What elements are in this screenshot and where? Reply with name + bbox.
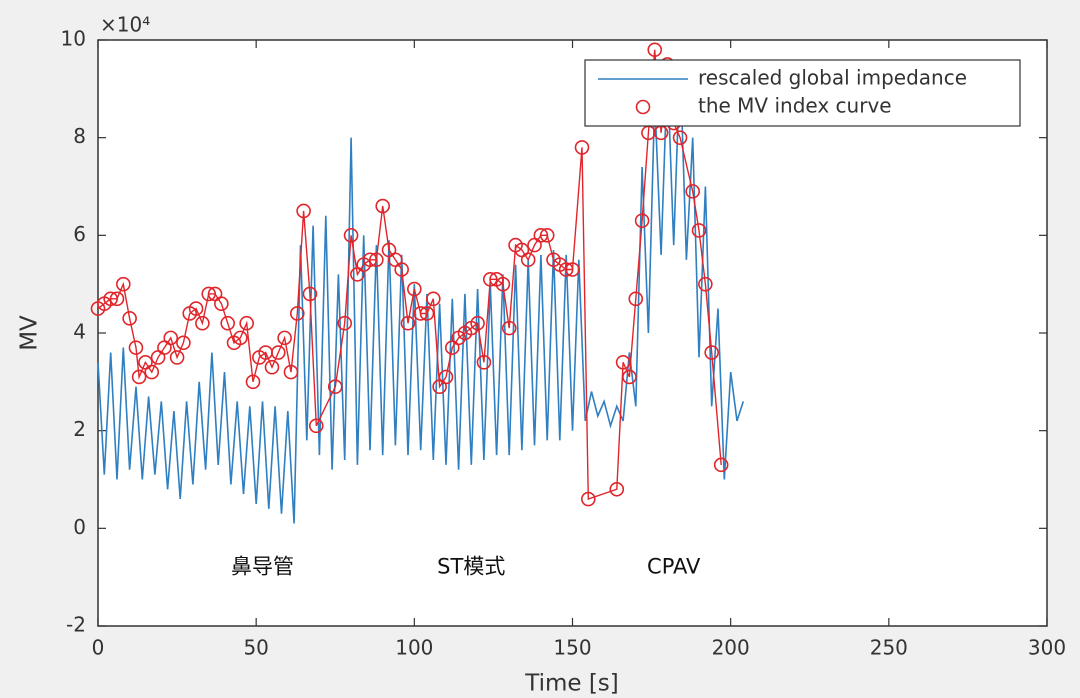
series-marker bbox=[501, 320, 517, 336]
legend-label: rescaled global impedance bbox=[698, 66, 967, 90]
series-marker bbox=[201, 286, 217, 302]
series-marker bbox=[539, 228, 555, 243]
series-marker bbox=[277, 330, 292, 346]
series-marker bbox=[672, 130, 688, 145]
series-marker bbox=[574, 140, 590, 155]
series-marker bbox=[271, 345, 286, 360]
series-marker bbox=[343, 228, 359, 243]
series-marker bbox=[144, 364, 160, 380]
y-tick-label: 8 bbox=[73, 124, 86, 148]
series-marker bbox=[426, 291, 441, 307]
series-marker bbox=[214, 296, 229, 312]
series-marker bbox=[283, 364, 299, 380]
series-marker bbox=[565, 262, 580, 277]
series-marker bbox=[103, 291, 118, 307]
series-marker bbox=[128, 340, 144, 355]
series-marker bbox=[195, 315, 210, 331]
series-marker bbox=[239, 315, 254, 331]
x-tick-label: 200 bbox=[712, 636, 750, 660]
series-marker bbox=[533, 228, 549, 243]
y-axis-label: MV bbox=[17, 315, 43, 351]
series-marker bbox=[413, 306, 428, 321]
series-marker bbox=[581, 491, 596, 507]
y-tick-label: 2 bbox=[73, 417, 86, 441]
series-marker bbox=[109, 291, 125, 307]
series-marker bbox=[302, 286, 318, 302]
series-marker bbox=[337, 315, 353, 331]
y-tick-label: -2 bbox=[66, 613, 86, 637]
x-tick-label: 50 bbox=[243, 636, 268, 660]
y-tick-label: 6 bbox=[73, 222, 86, 246]
series-marker bbox=[188, 301, 204, 316]
x-tick-label: 250 bbox=[870, 636, 908, 660]
legend-box bbox=[584, 59, 1021, 127]
series-line bbox=[97, 59, 745, 524]
series-marker bbox=[622, 369, 637, 385]
series-marker bbox=[116, 276, 131, 292]
annotation: 鼻导管 bbox=[231, 554, 294, 578]
series-marker bbox=[609, 481, 625, 497]
series-marker bbox=[131, 369, 147, 385]
legend-marker bbox=[635, 99, 651, 115]
series-marker bbox=[176, 335, 191, 351]
y-tick-label: 4 bbox=[73, 320, 86, 344]
series-marker bbox=[558, 262, 574, 277]
series-marker bbox=[296, 203, 311, 219]
series-marker bbox=[362, 252, 378, 268]
series-marker bbox=[482, 271, 498, 287]
series-marker bbox=[438, 369, 454, 385]
series-marker bbox=[400, 315, 416, 331]
series-marker bbox=[308, 418, 324, 434]
series-marker bbox=[375, 198, 391, 214]
series-marker bbox=[419, 306, 435, 321]
series-marker bbox=[122, 311, 137, 326]
x-axis-label: Time [s] bbox=[524, 671, 619, 697]
series-marker bbox=[628, 291, 644, 307]
series-marker bbox=[634, 213, 650, 228]
series-marker bbox=[476, 354, 492, 370]
series-marker bbox=[407, 281, 422, 297]
series-marker bbox=[691, 223, 707, 238]
annotation: ST模式 bbox=[437, 554, 505, 578]
legend-label: the MV index curve bbox=[698, 94, 892, 118]
series-marker bbox=[615, 354, 631, 370]
series-marker bbox=[245, 374, 261, 390]
series-marker bbox=[163, 330, 179, 346]
series-marker bbox=[369, 252, 384, 268]
x-tick-label: 0 bbox=[92, 636, 105, 660]
series-marker bbox=[470, 315, 485, 331]
series-marker bbox=[647, 42, 663, 58]
y-exponent: ×10⁴ bbox=[100, 13, 150, 37]
y-tick-label: 0 bbox=[73, 515, 86, 539]
annotation: CPAV bbox=[647, 554, 701, 578]
series-marker bbox=[520, 252, 536, 268]
series-marker bbox=[220, 315, 235, 331]
series-marker bbox=[394, 262, 409, 277]
series-marker bbox=[685, 184, 701, 199]
series-marker bbox=[704, 345, 719, 360]
series-marker bbox=[169, 350, 185, 365]
series-marker bbox=[495, 276, 511, 292]
series-marker bbox=[233, 330, 248, 346]
y-tick-label: 10 bbox=[61, 27, 86, 51]
plot-area bbox=[97, 39, 1048, 627]
series-marker bbox=[698, 276, 713, 292]
series-marker bbox=[264, 359, 280, 375]
x-tick-label: 150 bbox=[553, 636, 591, 660]
x-tick-label: 300 bbox=[1028, 636, 1066, 660]
series-marker bbox=[713, 457, 729, 473]
series-marker bbox=[327, 379, 343, 395]
series-marker bbox=[289, 306, 305, 321]
x-tick-label: 100 bbox=[395, 636, 433, 660]
